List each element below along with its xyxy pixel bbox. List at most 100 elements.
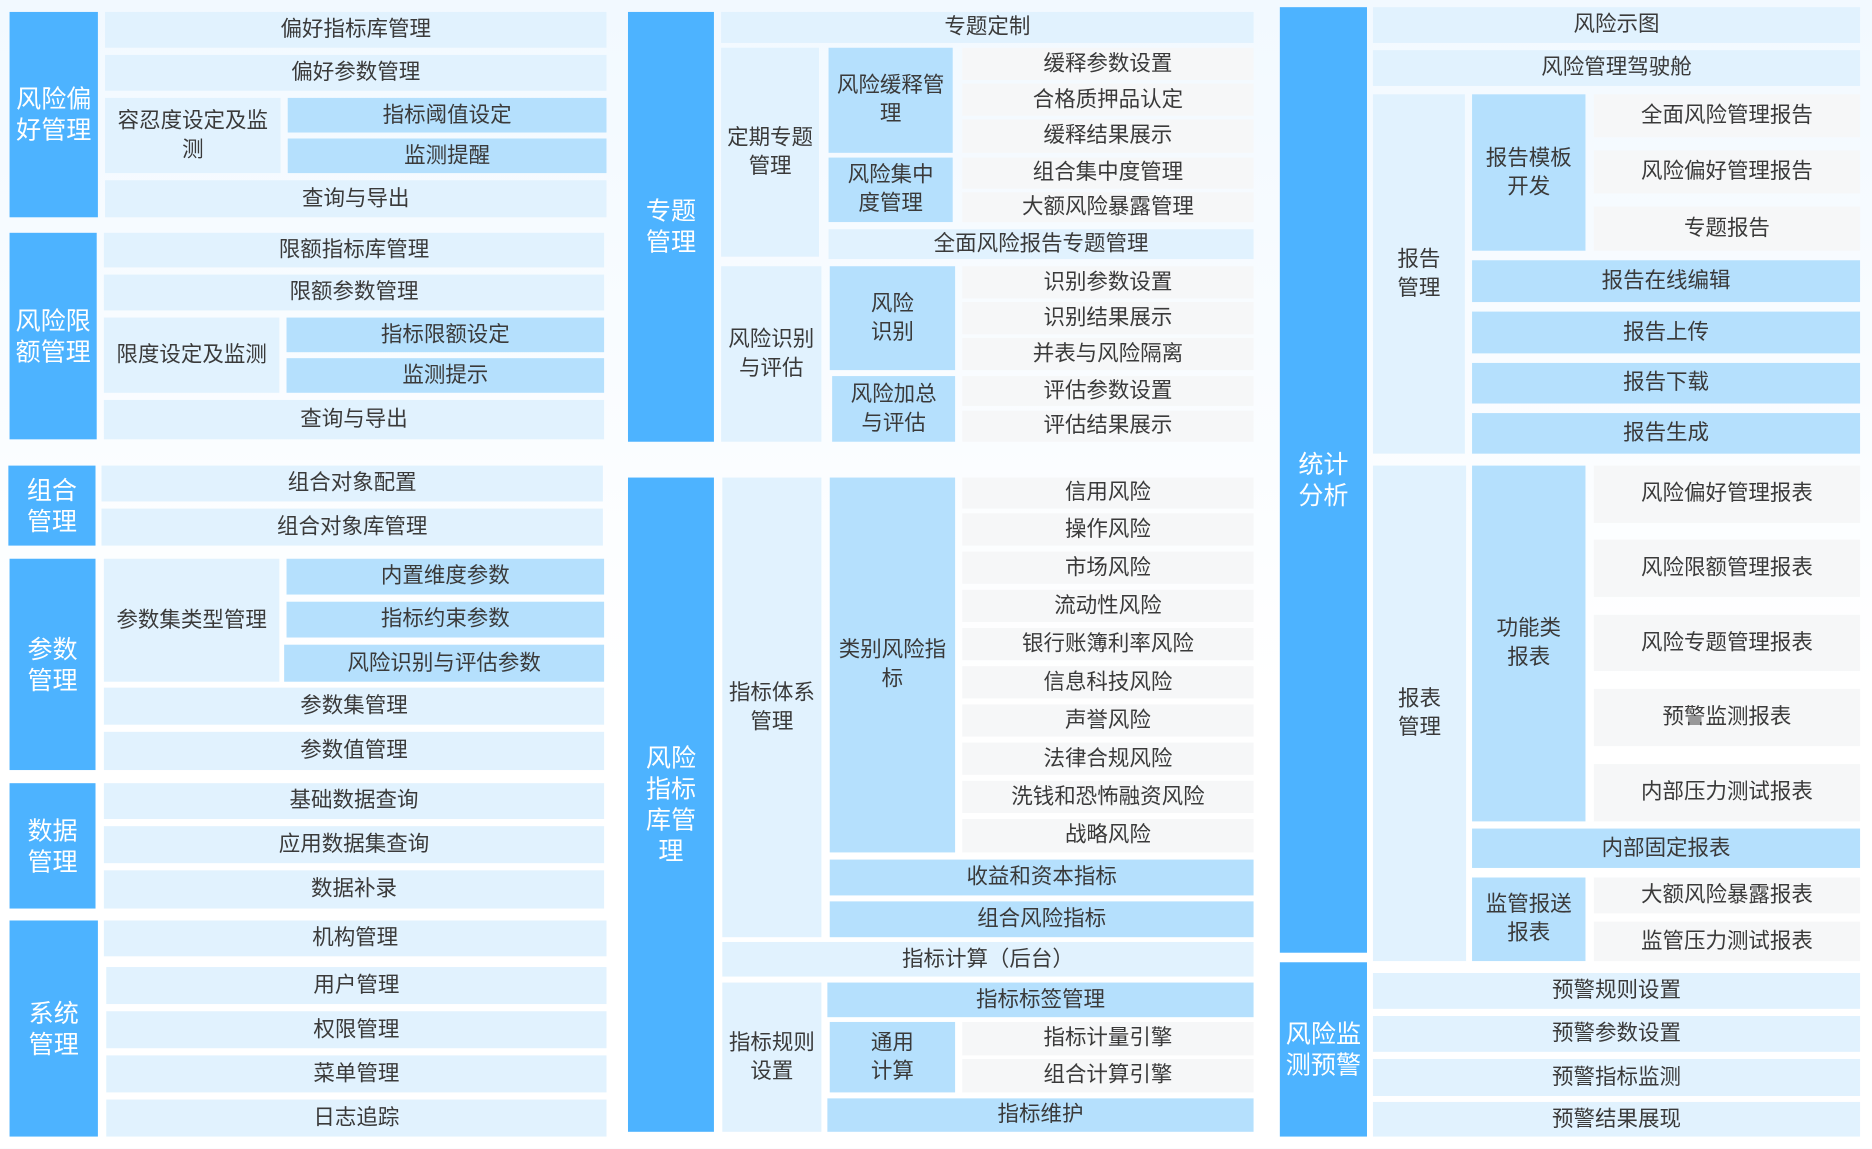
item-appetite-indicator-lib[interactable]: 偏好指标库管理 — [105, 11, 607, 48]
module-data[interactable]: 数据 管理 — [9, 783, 96, 909]
item-user[interactable]: 用户管理 — [106, 967, 607, 1005]
item-general-calc[interactable]: 通用 计算 — [829, 1021, 956, 1093]
item-regulatory[interactable]: 监管报送 报表 — [1472, 877, 1586, 962]
leaf-item[interactable]: 风险限额管理报表 — [1593, 539, 1861, 597]
item-param-set-mgmt[interactable]: 参数集管理 — [103, 687, 605, 725]
leaf-item[interactable]: 内部压力测试报表 — [1593, 764, 1861, 822]
leaf-item[interactable]: 风险专题管理报表 — [1593, 614, 1861, 671]
item-threshold[interactable]: 指标阈值设定 — [287, 97, 607, 133]
item-limit-params[interactable]: 限额参数管理 — [103, 274, 605, 311]
item-income-capital[interactable]: 收益和资本指标 — [829, 859, 1254, 896]
leaf-item[interactable]: 信息科技风险 — [962, 666, 1254, 699]
item-report-upload[interactable]: 报告上传 — [1472, 311, 1861, 354]
item-indicator-rules[interactable]: 指标规则 设置 — [722, 982, 822, 1132]
leaf-item[interactable]: 评估参数设置 — [962, 376, 1254, 406]
item-builtin-dim[interactable]: 内置维度参数 — [286, 558, 605, 595]
item-reminder[interactable]: 监测提醒 — [287, 138, 607, 174]
item-report-generate[interactable]: 报告生成 — [1472, 413, 1861, 454]
item-app-data[interactable]: 应用数据集查询 — [103, 826, 605, 864]
item-report-download[interactable]: 报告下载 — [1472, 362, 1861, 404]
item-cockpit[interactable]: 风险管理驾驶舱 — [1372, 50, 1861, 86]
item-risk-eval-param[interactable]: 风险识别与评估参数 — [284, 644, 605, 682]
leaf-item[interactable]: 缓释结果展示 — [962, 119, 1254, 153]
item-category-indicators[interactable]: 类别风险指 标 — [829, 477, 956, 853]
item-comprehensive-report[interactable]: 全面风险报告专题管理 — [828, 229, 1254, 260]
item-report-template[interactable]: 报告模板 开发 — [1472, 94, 1586, 251]
leaf-item[interactable]: 大额风险暴露管理 — [962, 192, 1254, 223]
leaf-item[interactable]: 流动性风险 — [962, 589, 1254, 623]
item-report-edit[interactable]: 报告在线编辑 — [1472, 260, 1861, 303]
item-limit-setting[interactable]: 限度设定及监测 — [103, 317, 280, 393]
item-internal-fixed[interactable]: 内部固定报表 — [1472, 828, 1861, 868]
item-log[interactable]: 日志追踪 — [106, 1099, 607, 1137]
leaf-item[interactable]: 识别参数设置 — [962, 266, 1254, 299]
item-concentration[interactable]: 风险集中 度管理 — [828, 157, 953, 223]
item-indicator-tag[interactable]: 指标标签管理 — [827, 982, 1254, 1018]
leaf-item[interactable]: 组合集中度管理 — [962, 157, 1254, 189]
leaf-item[interactable]: 操作风险 — [962, 513, 1254, 546]
item-basic-data[interactable]: 基础数据查询 — [103, 783, 605, 820]
item-tolerance[interactable]: 容忍度设定及监 测 — [105, 97, 281, 174]
item-aggregate[interactable]: 风险加总 与评估 — [832, 376, 956, 442]
item-risk-map[interactable]: 风险示图 — [1372, 7, 1861, 43]
module-parameters[interactable]: 参数 管理 — [9, 558, 96, 771]
module-risk-limit[interactable]: 风险限 额管理 — [9, 232, 97, 440]
leaf-item[interactable]: 全面风险管理报告 — [1593, 94, 1861, 138]
item-statement-mgmt[interactable]: 报表 管理 — [1372, 465, 1467, 962]
leaf-item[interactable]: 指标计量引擎 — [962, 1021, 1254, 1056]
item-indicator-calc[interactable]: 指标计算（后台） — [722, 941, 1254, 977]
item-constraint[interactable]: 指标约束参数 — [286, 601, 605, 638]
leaf-item[interactable]: 洗钱和恐怖融资风险 — [962, 780, 1254, 814]
item-identify-eval[interactable]: 风险识别 与评估 — [721, 266, 822, 442]
leaf-item[interactable]: 识别结果展示 — [962, 302, 1254, 335]
leaf-item[interactable]: 战略风险 — [962, 819, 1254, 853]
leaf-item[interactable]: 评估结果展示 — [962, 410, 1254, 442]
item-warning-params[interactable]: 预警参数设置 — [1372, 1015, 1861, 1052]
item-org[interactable]: 机构管理 — [103, 920, 607, 957]
leaf-item[interactable]: 信用风险 — [962, 477, 1254, 509]
item-mitigation[interactable]: 风险缓释管 理 — [828, 47, 953, 153]
leaf-item[interactable]: 风险偏好管理报告 — [1593, 150, 1861, 194]
item-portfolio-indicators[interactable]: 组合风险指标 — [829, 901, 1254, 938]
item-functional-statements[interactable]: 功能类 报表 — [1472, 465, 1586, 822]
leaf-item[interactable]: 银行账簿利率风险 — [962, 627, 1254, 661]
module-risk-appetite[interactable]: 风险偏 好管理 — [9, 11, 98, 218]
item-permission[interactable]: 权限管理 — [106, 1011, 607, 1049]
item-warning-results[interactable]: 预警结果展现 — [1372, 1101, 1861, 1137]
item-portfolio-lib[interactable]: 组合对象库管理 — [101, 508, 603, 546]
item-periodic-topic[interactable]: 定期专题 管理 — [721, 47, 820, 257]
item-warning-monitor[interactable]: 预警指标监测 — [1372, 1058, 1861, 1096]
item-limit-query[interactable]: 查询与导出 — [103, 399, 605, 440]
item-data-supplement[interactable]: 数据补录 — [103, 870, 605, 909]
item-limit-indicator-lib[interactable]: 限额指标库管理 — [103, 232, 605, 268]
leaf-item[interactable]: 专题报告 — [1593, 206, 1861, 251]
item-param-set-type[interactable]: 参数集类型管理 — [103, 558, 280, 682]
leaf-item[interactable]: 合格质押品认定 — [962, 83, 1254, 116]
leaf-item[interactable]: 市场风险 — [962, 551, 1254, 584]
leaf-item[interactable]: 组合计算引擎 — [962, 1058, 1254, 1093]
item-monitor-prompt[interactable]: 监测提示 — [286, 358, 605, 393]
item-indicator-maintain[interactable]: 指标维护 — [827, 1098, 1254, 1132]
item-topic-custom[interactable]: 专题定制 — [721, 11, 1254, 43]
leaf-item[interactable]: 声誉风险 — [962, 704, 1254, 737]
item-warning-rules[interactable]: 预警规则设置 — [1372, 973, 1861, 1009]
leaf-item[interactable]: 法律合规风险 — [962, 742, 1254, 775]
item-indicator-limit[interactable]: 指标限额设定 — [286, 317, 605, 353]
module-system[interactable]: 系统 管理 — [9, 920, 98, 1137]
item-identify[interactable]: 风险 识别 — [829, 266, 956, 371]
leaf-item[interactable]: 大额风险暴露报表 — [1593, 877, 1861, 914]
module-portfolio[interactable]: 组合 管理 — [8, 465, 96, 546]
module-indicator-lib[interactable]: 风险 指标 库管 理 — [627, 477, 714, 1132]
item-report-mgmt[interactable]: 报告 管理 — [1372, 94, 1465, 454]
item-portfolio-config[interactable]: 组合对象配置 — [101, 465, 603, 502]
item-appetite-params[interactable]: 偏好参数管理 — [105, 54, 607, 91]
item-menu[interactable]: 菜单管理 — [106, 1055, 607, 1093]
module-warning[interactable]: 风险监 测预警 — [1279, 962, 1367, 1137]
module-statistics[interactable]: 统计 分析 — [1279, 7, 1367, 953]
leaf-item[interactable]: 监管压力测试报表 — [1593, 921, 1861, 962]
item-param-value-mgmt[interactable]: 参数值管理 — [103, 731, 605, 771]
item-indicator-system[interactable]: 指标体系 管理 — [722, 477, 822, 938]
leaf-item[interactable]: 并表与风险隔离 — [962, 337, 1254, 371]
leaf-item[interactable]: 预警监测报表 — [1593, 688, 1861, 747]
module-topic[interactable]: 专题 管理 — [627, 11, 714, 442]
